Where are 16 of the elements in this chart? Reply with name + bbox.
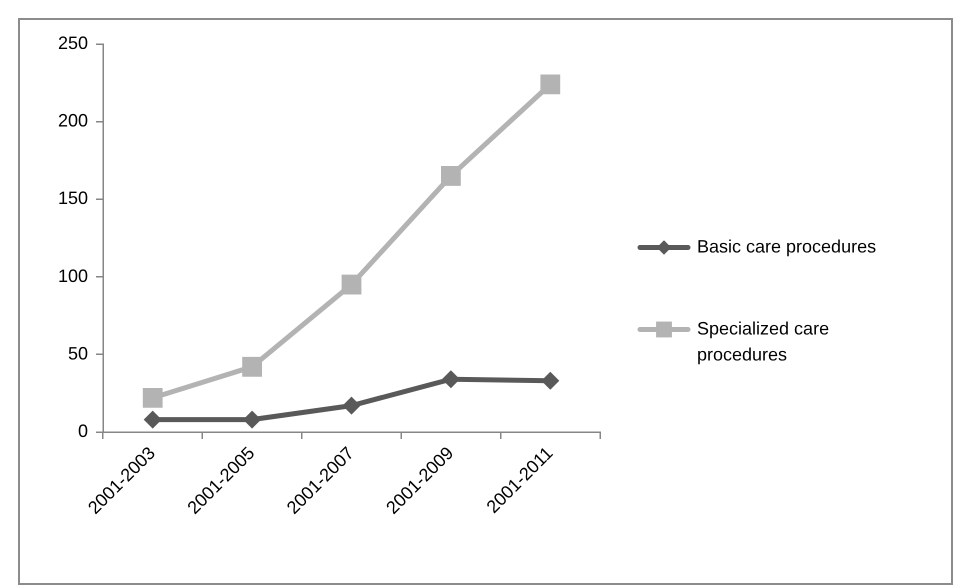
y-tick-label: 150 bbox=[58, 188, 88, 208]
legend-label: Basic care procedures bbox=[697, 236, 876, 256]
y-tick-label: 200 bbox=[58, 110, 88, 131]
point bbox=[540, 74, 560, 94]
y-tick-label: 0 bbox=[78, 420, 88, 441]
point bbox=[242, 356, 262, 377]
point bbox=[342, 274, 362, 294]
y-tick-label: 250 bbox=[58, 32, 88, 53]
legend-label: Specialized care procedures bbox=[697, 318, 830, 364]
point bbox=[142, 388, 163, 408]
point bbox=[243, 410, 262, 429]
point bbox=[342, 396, 360, 415]
y-tick-label: 50 bbox=[68, 343, 88, 364]
point bbox=[442, 370, 460, 388]
y-tick-label: 100 bbox=[58, 266, 88, 286]
point bbox=[441, 166, 461, 186]
